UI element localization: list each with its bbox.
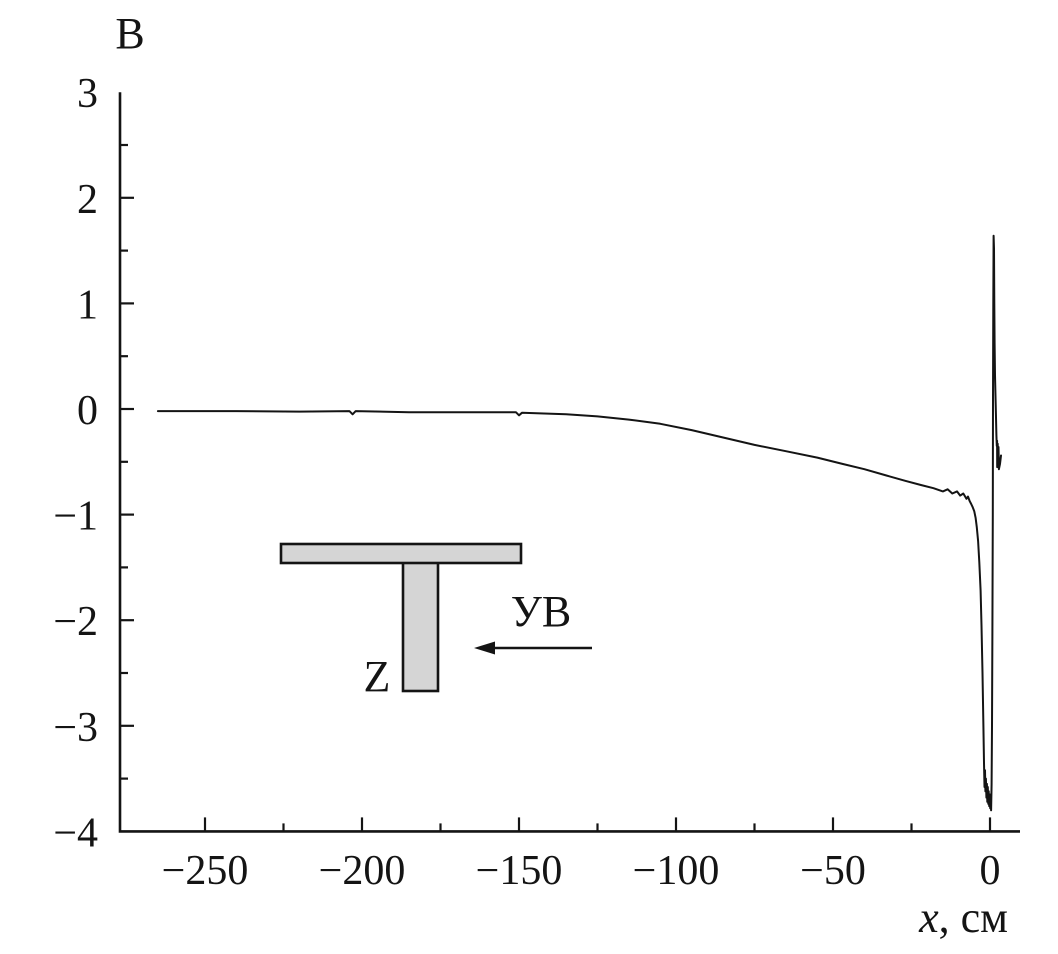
y-tick-label: −2 [53,599,98,645]
y-tick-label: −3 [53,705,98,751]
shock-wave-label: УВ [511,587,572,636]
x-axis-title-unit: , см [939,893,1008,942]
x-tick-label: −200 [319,848,406,894]
y-tick-label: 0 [77,388,98,434]
x-tick-label: 0 [980,848,1001,894]
y-tick-label: 2 [77,177,98,223]
y-tick-label: −1 [53,494,98,540]
shock-direction-arrow [474,641,592,655]
left-arrowhead-icon [474,641,495,655]
axes: 3 2 1 0 −1 −2 −3 −4 −250 −200 −150 −100 −50 0 [53,71,1020,894]
y-tick-label: 1 [77,282,98,328]
y-axis-title: В [115,9,144,58]
x-tick-label: −250 [162,848,249,894]
probe-flange [279,542,523,565]
x-axis-title: x, см [918,893,1008,942]
probe-stem [401,559,440,693]
y-tick-label: −4 [53,810,98,856]
y-tick-label: 3 [77,71,98,117]
signal-curve [156,234,1002,812]
probe-inset: Z УВ [279,542,592,701]
x-tick-label: −100 [633,848,720,894]
x-axis-title-variable: x [918,893,939,942]
probe-z-label: Z [364,652,391,701]
x-tick-label: −50 [800,848,866,894]
x-tick-label: −150 [476,848,563,894]
axis-spine [118,92,1020,833]
